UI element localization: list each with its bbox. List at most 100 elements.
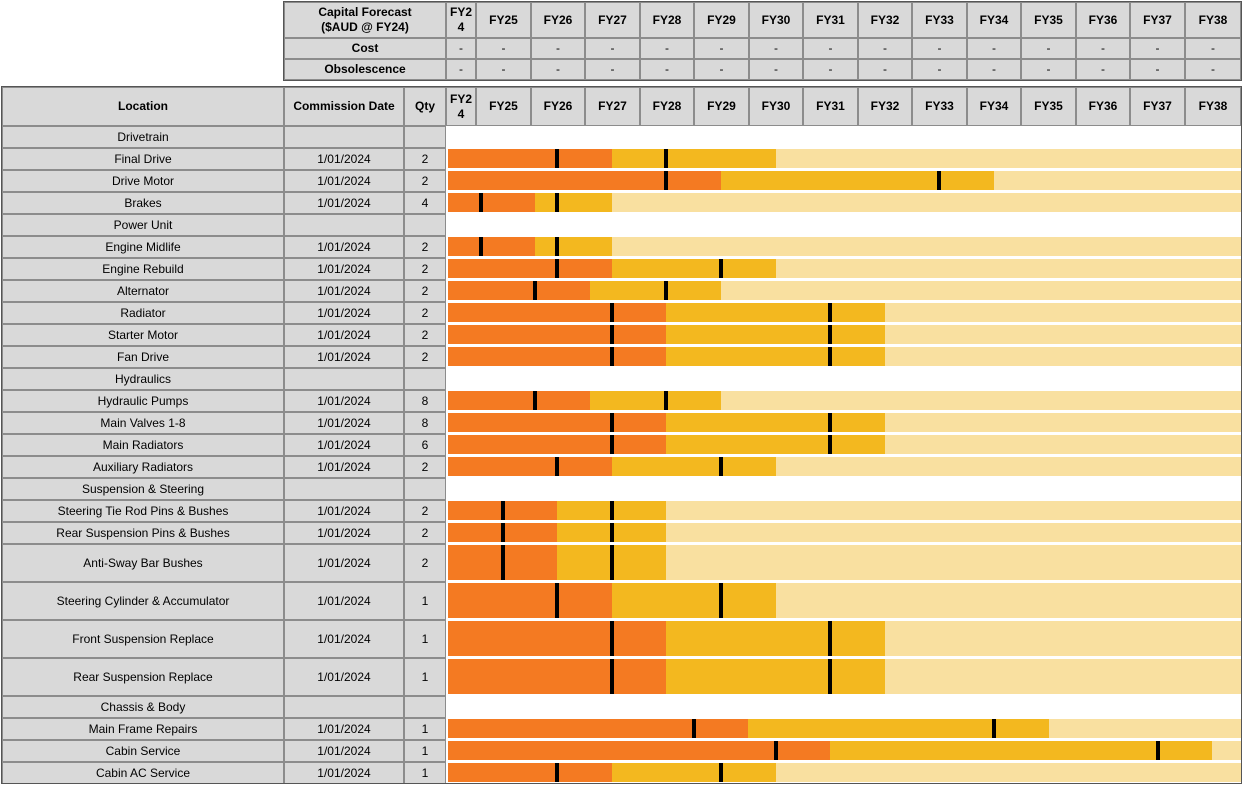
event-marker (1155, 741, 1160, 761)
year-header-top: FY25 (476, 2, 531, 38)
year-header-line1: FY2 (449, 91, 472, 106)
year-header-top: FY27 (585, 2, 640, 38)
event-marker (555, 259, 560, 279)
event-marker (828, 659, 833, 695)
gantt-bar-row (448, 741, 1241, 761)
location-cell: Alternator (2, 280, 284, 302)
location-cell: Main Valves 1-8 (2, 412, 284, 434)
event-marker (478, 237, 483, 257)
row-separator (448, 694, 1241, 695)
commission-date-cell: 1/01/2024 (284, 718, 404, 740)
phase1-bar (448, 659, 667, 695)
qty-cell: 2 (404, 148, 446, 170)
year-header: FY29 (694, 87, 749, 126)
gantt-bar-row (448, 149, 1241, 169)
year-header-line1: FY2 (449, 5, 472, 19)
event-marker (555, 763, 560, 783)
row-separator (448, 322, 1241, 323)
section-label: Drivetrain (2, 126, 284, 148)
year-header-top: FY2 4 (446, 2, 476, 38)
event-marker (500, 501, 505, 521)
phase1-bar (448, 347, 667, 367)
obsolescence-value: - (912, 59, 967, 80)
location-cell: Main Radiators (2, 434, 284, 456)
cost-value: - (749, 38, 803, 59)
gantt-bar-row (448, 523, 1241, 543)
obsolescence-value: - (967, 59, 1021, 80)
phase2-bar (611, 457, 776, 477)
qty-cell: 4 (404, 192, 446, 214)
cost-value: - (967, 38, 1021, 59)
gantt-bar-row (448, 347, 1241, 367)
row-separator (448, 190, 1241, 191)
event-marker (500, 523, 505, 543)
gantt-bar-row (448, 237, 1241, 257)
year-header: FY32 (858, 87, 912, 126)
obsolescence-value: - (1185, 59, 1241, 80)
row-separator (448, 580, 1241, 581)
year-header-top: FY33 (912, 2, 967, 38)
row-separator (448, 168, 1241, 169)
gantt-bar-row (448, 457, 1241, 477)
section-label: Power Unit (2, 214, 284, 236)
obsolescence-value: - (476, 59, 531, 80)
remaining-life-bar (448, 193, 1241, 213)
phase1-bar (448, 325, 667, 345)
row-separator (448, 212, 1241, 213)
qty-cell: 2 (404, 280, 446, 302)
phase2-bar (589, 281, 721, 301)
gantt-bar-row (448, 193, 1241, 213)
row-separator (448, 760, 1241, 761)
commission-date-cell: 1/01/2024 (284, 390, 404, 412)
event-marker (609, 303, 614, 323)
row-separator (448, 520, 1241, 521)
gantt-bar-row (448, 659, 1241, 695)
commission-date-cell: 1/01/2024 (284, 740, 404, 762)
commission-date-cell: 1/01/2024 (284, 620, 404, 658)
qty-cell: 8 (404, 412, 446, 434)
obsolescence-value: - (1130, 59, 1185, 80)
location-cell: Radiator (2, 302, 284, 324)
year-header: FY26 (531, 87, 585, 126)
year-header: FY31 (803, 87, 858, 126)
gantt-bar-row (448, 171, 1241, 191)
row-separator (448, 366, 1241, 367)
location-cell: Rear Suspension Pins & Bushes (2, 522, 284, 544)
phase2-bar (666, 413, 885, 433)
commission-date-cell: 1/01/2024 (284, 500, 404, 522)
gantt-bar-row (448, 303, 1241, 323)
year-header: FY36 (1076, 87, 1130, 126)
gantt-bar-row (448, 281, 1241, 301)
commission-date-cell (284, 478, 404, 500)
qty-cell: 1 (404, 620, 446, 658)
qty-cell: 2 (404, 456, 446, 478)
qty-cell: 1 (404, 718, 446, 740)
gantt-bar-row (448, 391, 1241, 411)
section-label: Hydraulics (2, 368, 284, 390)
title-line1: Capital Forecast (318, 5, 412, 19)
year-header-top: FY30 (749, 2, 803, 38)
year-header-top: FY36 (1076, 2, 1130, 38)
phase2-bar (611, 259, 776, 279)
qty-cell: 1 (404, 762, 446, 784)
qty-cell: 2 (404, 544, 446, 582)
commission-date-cell: 1/01/2024 (284, 582, 404, 620)
event-marker (609, 413, 614, 433)
year-header-line2: 4 (457, 106, 465, 121)
commission-date-cell: 1/01/2024 (284, 236, 404, 258)
cost-value: - (1021, 38, 1076, 59)
obsolescence-value: - (640, 59, 694, 80)
event-marker (828, 303, 833, 323)
qty-cell: 2 (404, 302, 446, 324)
qty-cell: 8 (404, 390, 446, 412)
row-separator (448, 454, 1241, 455)
commission-date-header: Commission Date (284, 87, 404, 126)
section-label: Suspension & Steering (2, 478, 284, 500)
year-header-top: FY31 (803, 2, 858, 38)
event-marker (719, 763, 723, 783)
event-marker (555, 193, 560, 213)
title-line2: ($AUD @ FY24) (321, 20, 409, 34)
obsolescence-value: - (531, 59, 585, 80)
remaining-life-bar (448, 237, 1241, 257)
cost-value: - (640, 38, 694, 59)
